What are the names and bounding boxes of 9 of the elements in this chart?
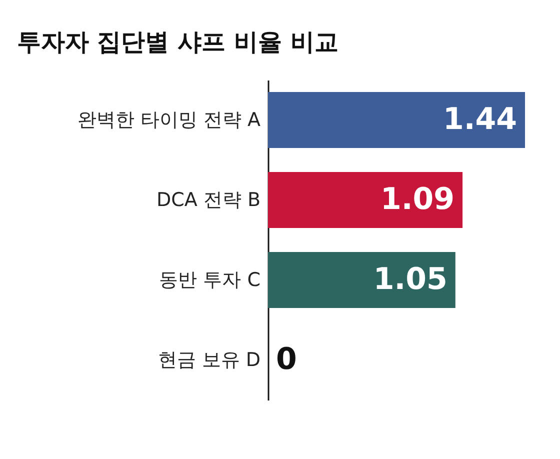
data-label: 1.44 — [442, 102, 517, 137]
data-label: 1.05 — [373, 262, 448, 297]
data-label: 0 — [276, 342, 297, 377]
data-label: 1.09 — [380, 182, 455, 217]
chart-title: 투자자 집단별 샤프 비율 비교 — [16, 28, 338, 56]
y-tick-label: 현금 보유 D — [158, 349, 260, 371]
y-tick-label: 동반 투자 C — [159, 269, 260, 291]
y-tick-label: DCA 전략 B — [156, 189, 260, 211]
y-tick-label: 완벽한 타이밍 전략 A — [77, 109, 260, 131]
